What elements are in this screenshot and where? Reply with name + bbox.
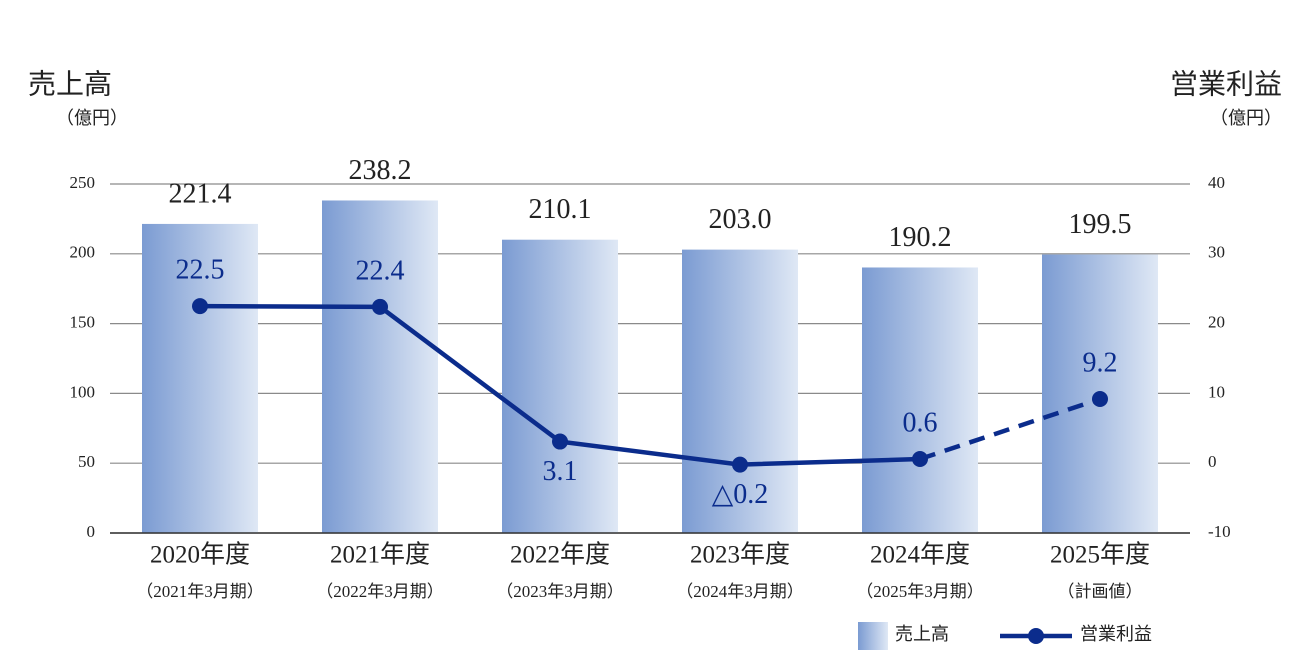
x-tick-label: 2024年度: [870, 541, 970, 569]
x-tick-label: 2021年度: [330, 541, 430, 569]
bar: [322, 200, 438, 534]
x-tick-sublabel: （2023年3月期）: [496, 582, 624, 601]
x-tick-sublabel: （2022年3月期）: [316, 582, 444, 601]
y2-tick-label: 10: [1208, 382, 1225, 401]
x-tick-label: 2022年度: [510, 541, 610, 569]
y2-axis-unit: （億円）: [1210, 108, 1282, 128]
y-axis-title: 売上高: [28, 68, 112, 100]
y-tick-label: 200: [70, 243, 96, 262]
line-value-label: △0.2: [712, 479, 769, 510]
x-tick-sublabel: （2021年3月期）: [136, 582, 264, 601]
bar-value-label: 221.4: [169, 178, 232, 209]
y-tick-label: 150: [70, 313, 96, 332]
x-tick-sublabel: （2025年3月期）: [856, 582, 984, 601]
legend-swatch: [858, 622, 888, 650]
x-tick-sublabel: （計画値）: [1058, 582, 1143, 601]
y-axis-unit: （億円）: [56, 108, 128, 128]
line-marker: [192, 298, 208, 315]
line-dashed: [919, 396, 1101, 462]
y-tick-label: 0: [87, 522, 96, 541]
bar-value-label: 238.2: [349, 155, 412, 186]
legend-label: 売上高: [895, 624, 949, 644]
y-tick-label: 100: [70, 382, 96, 401]
line-value-label: 3.1: [543, 456, 578, 487]
x-tick-label: 2020年度: [150, 541, 250, 569]
line-value-label: 22.5: [176, 255, 225, 286]
y-tick-label: 250: [70, 173, 96, 192]
line-marker: [912, 451, 928, 468]
line-value-label: 22.4: [356, 255, 405, 286]
x-tick-label: 2025年度: [1050, 541, 1150, 569]
bar-value-label: 203.0: [709, 204, 772, 235]
bar-value-label: 199.5: [1069, 209, 1132, 240]
line-marker: [552, 433, 568, 450]
legend-label: 営業利益: [1080, 624, 1152, 644]
bar: [862, 267, 978, 533]
bar: [142, 223, 258, 533]
line-marker: [372, 298, 388, 315]
y2-tick-label: 0: [1208, 452, 1217, 471]
bar-value-label: 210.1: [529, 194, 592, 225]
line-marker: [732, 456, 748, 473]
y-tick-label: 50: [78, 452, 95, 471]
line-value-label: 9.2: [1083, 347, 1118, 378]
bar-value-label: 190.2: [889, 222, 952, 253]
y2-axis-title: 営業利益: [1170, 68, 1282, 100]
y2-tick-label: 30: [1208, 243, 1225, 262]
y2-tick-label: 40: [1208, 173, 1225, 192]
bar: [682, 249, 798, 533]
y2-tick-label: 20: [1208, 313, 1225, 332]
x-tick-label: 2023年度: [690, 541, 790, 569]
line-marker: [1092, 390, 1108, 407]
line-value-label: 0.6: [903, 407, 938, 438]
x-tick-sublabel: （2024年3月期）: [676, 582, 804, 601]
bar: [502, 239, 618, 534]
y2-tick-label: -10: [1208, 522, 1231, 541]
legend-marker: [1028, 628, 1044, 644]
